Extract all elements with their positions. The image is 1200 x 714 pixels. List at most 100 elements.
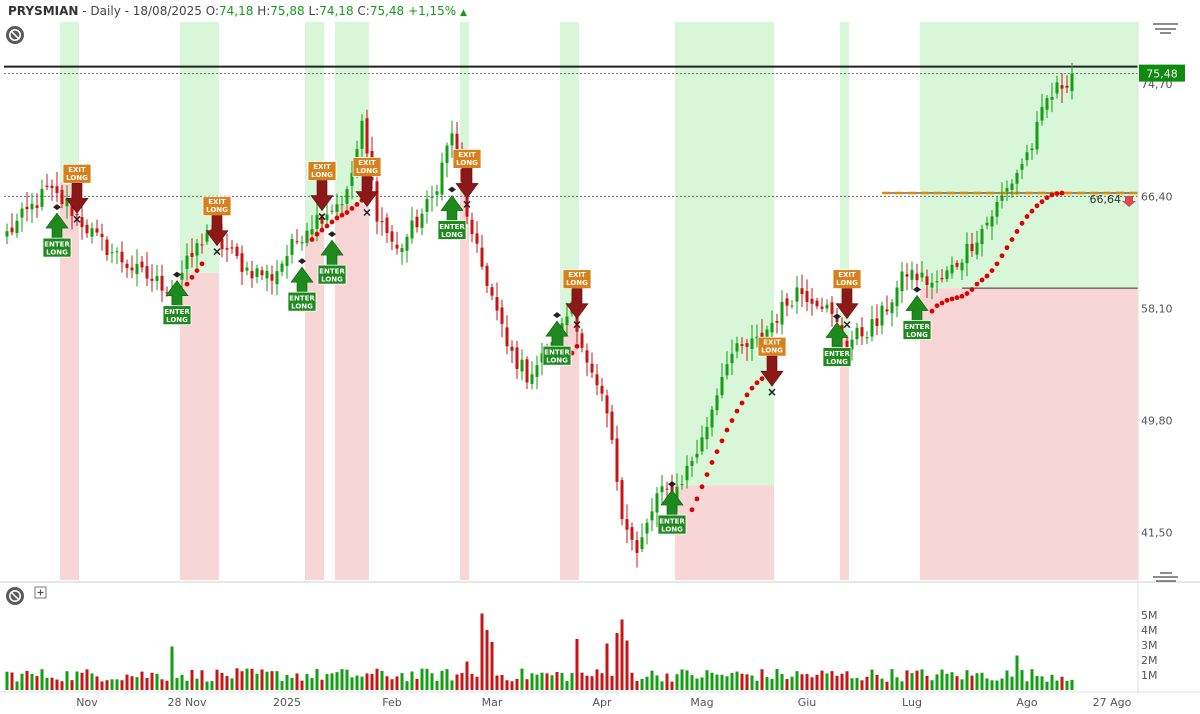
candle-body <box>965 243 969 264</box>
candle-body <box>135 264 139 275</box>
candle-body <box>740 344 744 346</box>
open-value: 74,18 <box>219 4 254 18</box>
down-arrow-icon <box>455 168 479 199</box>
candle-body <box>1030 148 1034 151</box>
candle-body <box>980 228 984 245</box>
up-arrow-icon <box>320 239 344 266</box>
stop-dot <box>969 287 975 292</box>
time-label: Mag <box>690 696 713 709</box>
time-label: 28 Nov <box>168 696 207 709</box>
candle-body <box>710 409 714 428</box>
chart-menu-button[interactable] <box>1153 23 1178 34</box>
volume-bar <box>225 676 229 690</box>
volume-bar <box>695 678 699 690</box>
candle-body <box>990 216 994 227</box>
candle-body <box>10 227 14 233</box>
candle-body <box>770 322 774 333</box>
volume-pane-toggle[interactable] <box>6 587 24 605</box>
enter-label-box <box>902 320 932 340</box>
main-pane-toggle[interactable] <box>6 26 24 44</box>
volume-bar <box>710 672 714 690</box>
candle-body <box>915 273 919 281</box>
volume-bar <box>650 670 654 690</box>
stop-dot <box>1054 191 1060 196</box>
volume-bar <box>1070 679 1074 690</box>
candle-body <box>260 270 264 276</box>
candle-body <box>510 346 514 351</box>
candle-body <box>940 278 944 280</box>
stop-dot <box>314 231 320 237</box>
stop-dot <box>354 201 360 207</box>
volume-bar <box>785 679 789 690</box>
volume-bar <box>1015 655 1019 690</box>
stop-dot <box>714 449 720 455</box>
candle-body <box>365 118 369 154</box>
pane-resize-handle[interactable] <box>1153 572 1178 582</box>
candle-body <box>715 395 719 411</box>
stop-dot <box>724 427 730 433</box>
candle-body <box>830 302 834 314</box>
stop-dot <box>934 303 940 309</box>
volume-bar <box>620 619 624 690</box>
candle-body <box>785 298 789 306</box>
stop-dot <box>1039 199 1045 205</box>
stop-level-text: 66,64 <box>1090 193 1122 206</box>
volume-bar <box>515 678 519 690</box>
volume-bar <box>1010 676 1014 690</box>
volume-bar <box>690 675 694 690</box>
volume-bar <box>985 678 989 690</box>
volume-bar <box>75 671 79 690</box>
exit-cross-icon <box>768 388 776 396</box>
volume-bar <box>195 678 199 690</box>
volume-bar <box>385 676 389 690</box>
volume-bar <box>35 676 39 690</box>
candle-body <box>445 145 449 164</box>
stop-dot <box>309 237 315 242</box>
candle-body <box>165 292 169 294</box>
add-indicator-button[interactable] <box>34 586 47 599</box>
candle-body <box>1005 188 1009 192</box>
stop-dot <box>194 268 200 274</box>
enter-label-text-1: ENTER <box>289 295 315 303</box>
volume-bar <box>480 613 484 690</box>
candle-body <box>885 309 889 312</box>
low-label: L: <box>308 4 320 18</box>
candle-body <box>245 267 249 271</box>
candle-body <box>145 266 149 279</box>
down-arrow-icon <box>355 176 379 208</box>
candle-body <box>855 327 859 340</box>
volume-tick: 1M <box>1141 669 1158 682</box>
volume-bar <box>255 673 259 690</box>
volume-bar <box>100 681 104 690</box>
candle-body <box>950 264 954 274</box>
volume-bar <box>180 674 184 690</box>
candle-body <box>255 268 259 278</box>
volume-bar <box>215 669 219 690</box>
volume-bar <box>355 675 359 690</box>
stop-dot <box>939 300 945 306</box>
stop-dot <box>694 496 700 502</box>
stop-dot <box>979 277 985 283</box>
candle-body <box>180 272 184 280</box>
exit-label-text-1: EXIT <box>458 151 476 159</box>
price-tick: 66,40 <box>1141 190 1173 203</box>
stop-dot <box>1029 208 1035 214</box>
